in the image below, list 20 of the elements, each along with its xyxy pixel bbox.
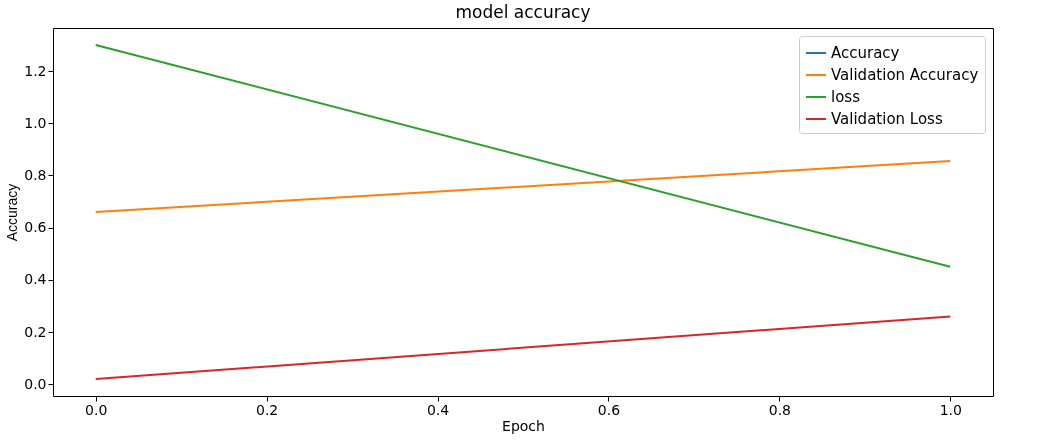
chart-title: model accuracy [455, 2, 591, 22]
x-tick-label: 0.6 [597, 401, 621, 418]
x-tick-label: 0.4 [426, 401, 450, 418]
x-tick-label: 0.2 [256, 401, 279, 418]
x-tick-label: 1.0 [939, 401, 962, 418]
y-tick-label: 0.0 [24, 375, 47, 392]
legend-label: Validation Loss [831, 110, 943, 128]
y-tick-label: 0.4 [24, 271, 47, 288]
x-tick-label: 0.0 [85, 401, 108, 418]
y-axis-title: Accuracy [4, 183, 21, 242]
y-tick-label: 1.0 [24, 114, 47, 131]
x-tick-label: 0.8 [768, 401, 791, 418]
legend-label: Accuracy [831, 44, 900, 62]
legend-label: Validation Accuracy [831, 66, 979, 84]
x-axis-title: Epoch [502, 417, 545, 434]
y-tick-label: 0.8 [24, 166, 47, 183]
y-tick-label: 0.6 [24, 219, 47, 236]
y-tick-label: 1.2 [24, 62, 47, 79]
y-tick-label: 0.2 [24, 323, 47, 340]
legend-label: loss [831, 88, 861, 106]
